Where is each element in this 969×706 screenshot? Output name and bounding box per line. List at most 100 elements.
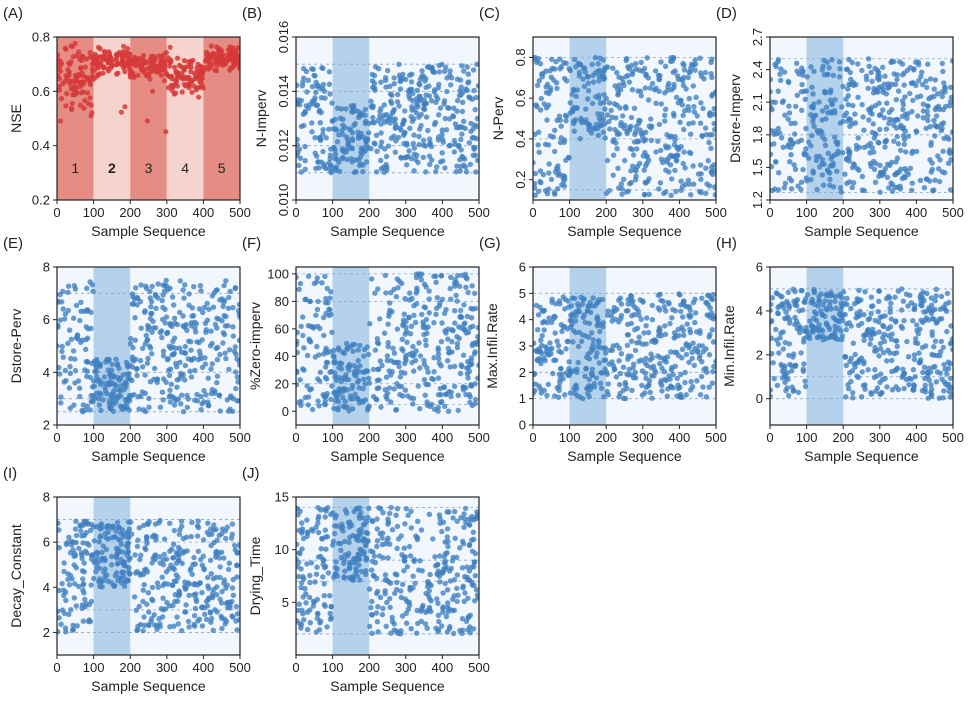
- data-point: [395, 285, 401, 291]
- data-point: [605, 392, 611, 398]
- data-point: [342, 124, 348, 131]
- data-point: [420, 319, 426, 325]
- x-axis-label: Sample Sequence: [567, 223, 682, 239]
- data-point: [125, 549, 131, 555]
- data-point: [700, 348, 706, 355]
- data-point: [434, 164, 440, 170]
- data-point: [182, 377, 188, 383]
- data-point: [389, 100, 395, 107]
- data-point: [552, 127, 558, 134]
- data-point: [130, 72, 136, 78]
- data-point: [168, 83, 175, 89]
- data-point: [395, 359, 402, 366]
- data-point: [542, 357, 548, 364]
- data-point: [800, 368, 807, 374]
- data-point: [799, 81, 805, 88]
- data-point: [533, 340, 537, 346]
- x-tick-label: 500: [942, 205, 964, 220]
- data-point: [369, 276, 375, 282]
- data-point: [793, 103, 799, 110]
- data-point: [221, 331, 228, 338]
- data-point: [784, 298, 790, 305]
- data-point: [603, 350, 609, 356]
- data-point: [326, 160, 332, 166]
- data-point: [931, 187, 937, 193]
- data-point: [82, 97, 88, 104]
- data-point: [675, 76, 682, 83]
- data-point: [865, 367, 871, 373]
- data-point: [360, 168, 366, 175]
- data-point: [541, 101, 547, 107]
- data-point: [684, 321, 690, 327]
- data-point: [372, 64, 379, 70]
- data-point: [216, 47, 222, 53]
- data-point: [88, 556, 95, 562]
- data-point: [366, 375, 372, 382]
- y-axis-label: Decay_Constant: [8, 524, 24, 628]
- data-point: [543, 89, 550, 96]
- data-point: [891, 58, 897, 65]
- data-point: [811, 324, 817, 331]
- data-point: [592, 303, 598, 309]
- data-point: [336, 132, 342, 138]
- data-point: [583, 119, 589, 126]
- x-axis-label: Sample Sequence: [91, 448, 206, 464]
- data-point: [947, 84, 953, 91]
- data-point: [534, 82, 541, 89]
- data-point: [419, 271, 425, 277]
- data-point: [820, 182, 827, 188]
- y-axis-label: N-Perv: [490, 97, 506, 141]
- data-point: [412, 319, 419, 326]
- data-point: [612, 316, 619, 322]
- data-point: [431, 320, 437, 326]
- data-point: [586, 356, 593, 362]
- data-point: [80, 54, 86, 60]
- data-point: [88, 582, 94, 588]
- data-point: [624, 332, 631, 338]
- data-point: [328, 311, 334, 318]
- data-point: [590, 337, 596, 343]
- data-point: [660, 159, 666, 166]
- data-point: [900, 101, 907, 108]
- data-point: [309, 120, 315, 126]
- data-point: [610, 172, 616, 178]
- data-point: [813, 112, 819, 119]
- data-point: [181, 295, 187, 301]
- data-point: [947, 394, 953, 400]
- x-tick-label: 0: [53, 660, 60, 675]
- data-point: [417, 76, 423, 83]
- data-point: [474, 61, 479, 67]
- data-point: [793, 300, 799, 306]
- data-point: [887, 305, 893, 311]
- data-point: [692, 319, 698, 326]
- data-point: [62, 78, 68, 84]
- data-point: [460, 627, 466, 633]
- data-point: [650, 363, 657, 369]
- data-point: [237, 362, 240, 368]
- data-point: [821, 161, 827, 167]
- data-point: [579, 301, 586, 307]
- data-point: [548, 176, 555, 183]
- data-point: [835, 336, 841, 343]
- data-point: [667, 162, 674, 168]
- data-point: [340, 394, 346, 401]
- data-point: [163, 49, 169, 56]
- data-point: [397, 391, 403, 398]
- data-point: [149, 584, 156, 591]
- data-point: [664, 393, 670, 399]
- data-point: [313, 165, 319, 172]
- data-point: [82, 407, 89, 413]
- data-point: [232, 344, 238, 350]
- y-tick-label: 2: [43, 418, 50, 433]
- data-point: [681, 332, 687, 338]
- data-point: [823, 104, 830, 110]
- data-point: [913, 148, 920, 155]
- data-point: [394, 276, 400, 282]
- data-point: [451, 149, 458, 155]
- data-point: [460, 352, 467, 358]
- data-point: [154, 623, 160, 629]
- data-point: [470, 323, 476, 329]
- data-point: [552, 314, 558, 320]
- x-tick-label: 100: [796, 205, 818, 220]
